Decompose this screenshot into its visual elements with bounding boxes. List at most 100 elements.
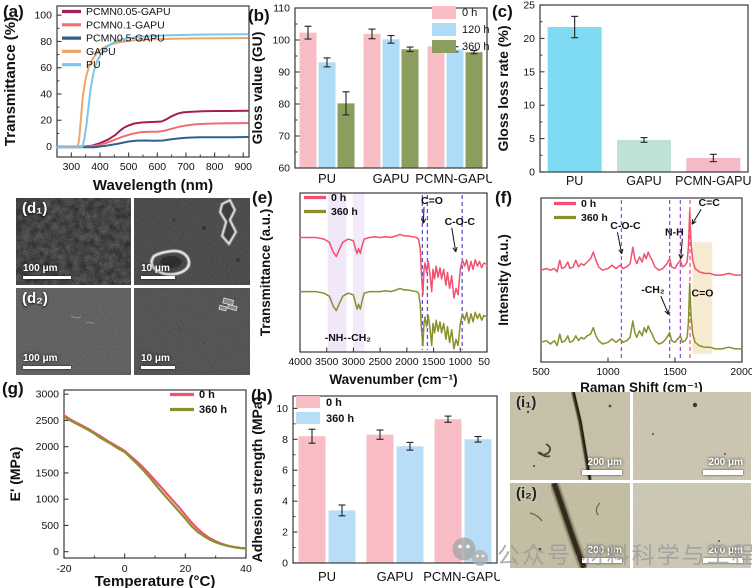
scalebar-d2-left: 100 μm <box>23 353 71 369</box>
panel-f-label: (f) <box>495 188 512 207</box>
optical-image-i1-healed: 200 μm <box>633 392 751 480</box>
panel-d1-label: (d₁) <box>22 200 48 217</box>
chart-svg-g: -20 0 20 40 0 500 1000 1500 2000 2500 3000 0 h 360 h… <box>7 389 252 588</box>
sem-texture <box>16 288 131 375</box>
chart-svg-f: 500 1000 1500 2000 C-O-C N-H C=C -CH₂ C=O 0 h 360 … <box>496 197 752 395</box>
svg-text:C=C: C=C <box>699 197 721 209</box>
svg-text:40: 40 <box>240 563 252 575</box>
optical-image-i1-scratched: (i₁) 200 μm <box>510 392 630 480</box>
svg-text:PCMN0.05-GAPU: PCMN0.05-GAPU <box>86 6 171 18</box>
svg-text:0: 0 <box>46 141 52 153</box>
svg-text:C-O-C: C-O-C <box>610 220 641 232</box>
svg-text:2500: 2500 <box>36 415 60 427</box>
panel-h-label: (h) <box>251 386 273 405</box>
svg-text:500: 500 <box>532 366 550 378</box>
svg-text:Transmittance (%): Transmittance (%) <box>2 17 19 146</box>
panel-f-raman-chart: 500 1000 1500 2000 C-O-C N-H C=C -CH₂ C=O 0 h 360 … <box>488 185 752 397</box>
svg-text:500: 500 <box>120 161 138 173</box>
svg-text:70: 70 <box>278 131 290 143</box>
svg-text:C-O-C: C-O-C <box>445 216 476 228</box>
svg-text:110: 110 <box>273 3 290 15</box>
svg-text:Adhesion strength (MPa): Adhesion strength (MPa) <box>249 397 265 563</box>
scalebar-i1-right: 200 μm <box>703 457 743 475</box>
svg-text:-20: -20 <box>56 563 71 575</box>
panel-h-adhesion-chart: PU GAPU PCMN-GAPU 0 2 4 6 8 10 0 h 360 h Adhesion s… <box>248 380 500 588</box>
svg-text:C=O: C=O <box>421 195 443 207</box>
optical-texture <box>633 483 751 568</box>
svg-text:0 h: 0 h <box>581 198 596 210</box>
svg-text:400: 400 <box>91 161 109 173</box>
panel-i1-label: (i₁) <box>516 394 537 411</box>
svg-text:Wavelength (nm): Wavelength (nm) <box>93 177 213 194</box>
svg-text:Gloss loss rate (%): Gloss loss rate (%) <box>495 25 511 151</box>
svg-text:100: 100 <box>272 35 290 47</box>
svg-text:GAPU: GAPU <box>626 174 661 188</box>
sem-image-d2-100um: (d₂) 100 μm <box>16 288 131 375</box>
svg-text:1000: 1000 <box>36 494 60 506</box>
svg-text:10: 10 <box>276 403 288 415</box>
svg-text:1500: 1500 <box>422 356 446 368</box>
svg-text:700: 700 <box>177 161 195 173</box>
scalebar-i2-left: 200 μm <box>582 545 622 563</box>
chart-svg-b: PU GAPU PCMN-GAPU 60 70 80 90 100 110 0 h 120 h 360… <box>249 3 492 187</box>
svg-text:PCMN0.1-GAPU: PCMN0.1-GAPU <box>86 19 165 31</box>
sem-texture <box>134 198 250 285</box>
svg-text:3000: 3000 <box>342 356 366 368</box>
svg-text:600: 600 <box>149 161 167 173</box>
svg-text:40: 40 <box>40 88 52 100</box>
svg-text:0 h: 0 h <box>462 7 477 19</box>
svg-text:5: 5 <box>529 133 535 145</box>
svg-text:4000: 4000 <box>288 356 312 368</box>
chart-svg-a: 300 400 500 600 700 800 900 0 20 40 60 80 100 PCMN0.0… <box>2 5 252 194</box>
svg-text:6: 6 <box>282 465 288 477</box>
panel-b-label: (b) <box>248 6 270 25</box>
svg-text:500: 500 <box>41 520 59 532</box>
svg-text:800: 800 <box>206 161 224 173</box>
svg-text:Transmittance (a.u.): Transmittance (a.u.) <box>258 209 273 337</box>
svg-text:N-H: N-H <box>665 227 684 239</box>
svg-text:PCMN-GAPU: PCMN-GAPU <box>423 569 500 584</box>
sem-image-d1-100um: (d₁) 100 μm <box>16 198 131 285</box>
panel-a-uvvis-chart: 300 400 500 600 700 800 900 0 20 40 60 80 100 PCMN0.0… <box>0 0 252 196</box>
svg-text:PCMN0.5-GAPU: PCMN0.5-GAPU <box>86 33 165 45</box>
svg-text:GAPU: GAPU <box>86 46 116 58</box>
svg-text:500: 500 <box>478 356 490 368</box>
panel-d2-label: (d₂) <box>22 290 48 307</box>
svg-text:0 h: 0 h <box>199 389 215 401</box>
svg-text:Temperature (°C): Temperature (°C) <box>95 573 216 588</box>
svg-text:1500: 1500 <box>36 467 60 479</box>
svg-text:-CH₂: -CH₂ <box>348 332 372 344</box>
svg-text:0: 0 <box>122 563 128 575</box>
svg-text:PU: PU <box>318 171 336 186</box>
svg-text:360 h: 360 h <box>326 413 354 425</box>
svg-text:PU: PU <box>318 569 336 584</box>
svg-text:900: 900 <box>235 161 252 173</box>
optical-texture <box>510 392 630 480</box>
svg-text:10: 10 <box>523 100 535 112</box>
svg-text:360 h: 360 h <box>199 404 227 416</box>
svg-text:4: 4 <box>282 496 288 508</box>
svg-text:360 h: 360 h <box>581 212 608 224</box>
svg-text:0 h: 0 h <box>326 397 342 409</box>
svg-text:120 h: 120 h <box>462 24 490 36</box>
svg-text:Wavenumber (cm⁻¹): Wavenumber (cm⁻¹) <box>329 372 457 387</box>
svg-text:360 h: 360 h <box>331 206 358 218</box>
svg-text:PU: PU <box>86 59 101 71</box>
svg-text:0: 0 <box>53 546 59 558</box>
svg-text:1500: 1500 <box>663 366 687 378</box>
panel-a-label: (a) <box>3 2 24 21</box>
svg-text:360 h: 360 h <box>462 41 490 53</box>
svg-text:2: 2 <box>282 527 288 539</box>
sem-image-d1-10um: 10 μm <box>134 198 250 285</box>
svg-text:15: 15 <box>523 66 535 78</box>
svg-text:80: 80 <box>278 99 290 111</box>
sem-image-d2-10um: 10 μm <box>134 288 250 375</box>
svg-text:20: 20 <box>179 563 191 575</box>
svg-text:Raman Shift (cm⁻¹): Raman Shift (cm⁻¹) <box>580 380 703 395</box>
panel-i-optical-grid: (i₁) 200 μm 200 μm <box>510 392 751 568</box>
svg-text:2000: 2000 <box>730 366 752 378</box>
svg-text:2000: 2000 <box>36 441 60 453</box>
svg-text:0: 0 <box>282 558 288 570</box>
